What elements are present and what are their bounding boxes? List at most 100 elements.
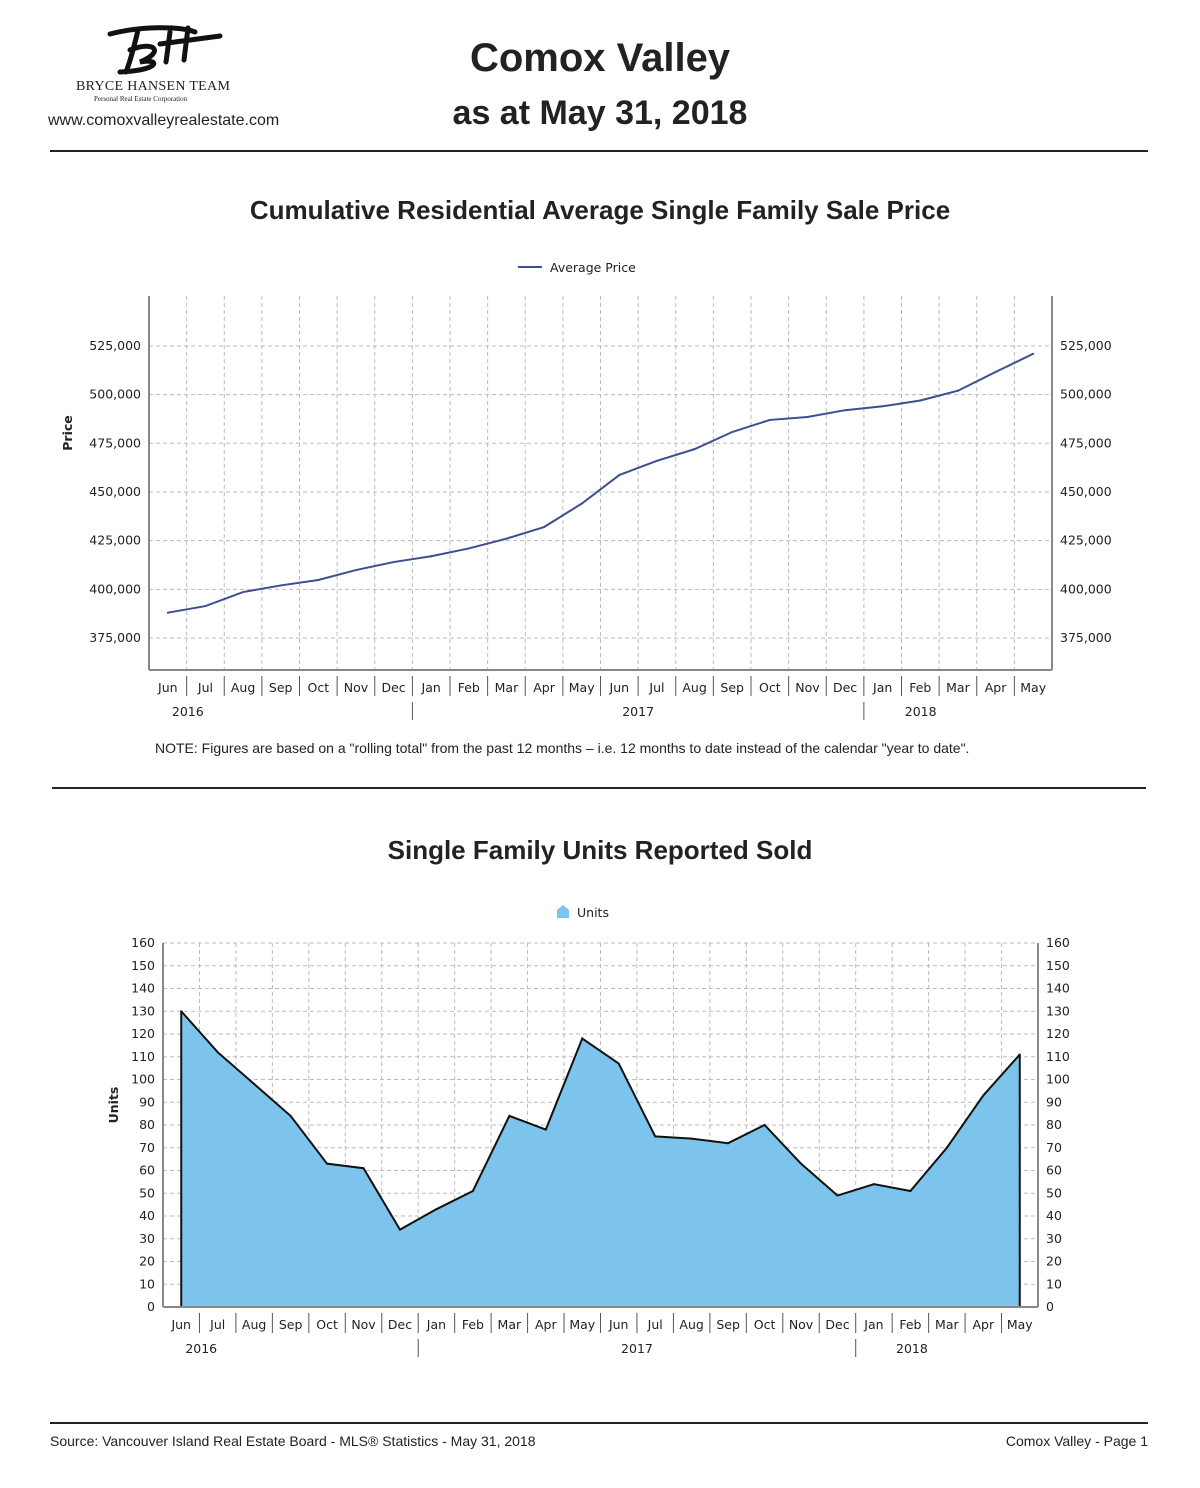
y-tick-label-left: 475,000 <box>89 435 141 450</box>
legend-swatch-icon <box>557 905 569 918</box>
x-tick-label: Aug <box>242 1317 266 1332</box>
data-point <box>392 561 395 564</box>
brand-name: BRYCE HANSEN TEAM <box>76 79 231 94</box>
data-point <box>836 1194 839 1197</box>
y-tick-label-left: 60 <box>139 1163 155 1178</box>
y-tick-label-right: 150 <box>1046 958 1070 973</box>
x-tick-label: Jan <box>863 1317 883 1332</box>
data-point <box>945 1146 948 1149</box>
page-title: Comox Valley <box>469 36 731 80</box>
x-tick-label: Feb <box>462 1317 484 1332</box>
x-tick-label: Dec <box>381 680 405 695</box>
x-tick-label: Sep <box>269 680 293 695</box>
y-tick-label-left: 525,000 <box>89 338 141 353</box>
data-point <box>580 502 583 505</box>
x-tick-label: Mar <box>498 1317 522 1332</box>
y-tick-label-left: 425,000 <box>89 533 141 548</box>
x-tick-label: May <box>569 1317 595 1332</box>
x-tick-label: Jul <box>197 680 213 695</box>
x-tick-label: Aug <box>682 680 706 695</box>
data-point <box>279 584 282 587</box>
data-point <box>806 416 809 419</box>
data-point <box>430 555 433 558</box>
x-tick-label: Aug <box>679 1317 703 1332</box>
y-tick-label-right: 120 <box>1046 1026 1070 1041</box>
y-tick-label-right: 20 <box>1046 1254 1062 1269</box>
year-label: 2018 <box>896 1341 928 1356</box>
page-number: Comox Valley - Page 1 <box>1005 1433 1148 1449</box>
y-tick-label-left: 40 <box>139 1208 155 1223</box>
x-tick-label: Nov <box>351 1317 376 1332</box>
y-tick-label-right: 375,000 <box>1060 630 1112 645</box>
x-tick-label: Apr <box>533 680 555 695</box>
x-tick-label: Jun <box>170 1317 191 1332</box>
x-tick-label: Jan <box>872 680 892 695</box>
legend-label: Units <box>577 905 609 920</box>
chart-note: NOTE: Figures are based on a "rolling to… <box>155 740 970 756</box>
data-point <box>618 474 621 477</box>
data-point <box>166 611 169 614</box>
data-point <box>242 591 245 594</box>
y-tick-label-left: 10 <box>139 1276 155 1291</box>
y-tick-label-left: 70 <box>139 1140 155 1155</box>
brand-subtitle: Personal Real Estate Corporation <box>94 95 188 103</box>
units-line <box>180 1010 1021 1231</box>
y-tick-label-left: 120 <box>131 1026 155 1041</box>
y-tick-label-left: 400,000 <box>89 581 141 596</box>
price-chart: 375,000 375,000 400,000 400,000 425,000 425,0… <box>60 260 1112 720</box>
y-tick-label-right: 30 <box>1046 1231 1062 1246</box>
data-point <box>690 1137 693 1140</box>
year-label: 2016 <box>185 1341 217 1356</box>
y-tick-label-right: 425,000 <box>1060 533 1112 548</box>
y-tick-label-right: 160 <box>1046 935 1070 950</box>
x-tick-label: Jun <box>609 680 630 695</box>
y-tick-label-right: 130 <box>1046 1003 1070 1018</box>
website-link[interactable]: www.comoxvalleyrealestate.com <box>48 112 280 129</box>
y-axis-title: Price <box>60 415 75 451</box>
x-tick-label: Nov <box>795 680 820 695</box>
x-tick-label: Mar <box>495 680 519 695</box>
x-tick-label: Sep <box>720 680 744 695</box>
x-tick-label: Nov <box>344 680 369 695</box>
data-point <box>317 578 320 581</box>
x-tick-label: Jul <box>647 1317 663 1332</box>
data-point <box>994 371 997 374</box>
year-label: 2016 <box>172 704 204 719</box>
divider <box>50 150 1148 152</box>
y-tick-label-right: 525,000 <box>1060 338 1112 353</box>
y-tick-label-left: 90 <box>139 1094 155 1109</box>
x-tick-label: Dec <box>388 1317 412 1332</box>
units-area <box>181 1011 1020 1307</box>
data-point <box>471 1189 474 1192</box>
data-point <box>289 1114 292 1117</box>
x-tick-label: Dec <box>833 680 857 695</box>
y-tick-label-right: 0 <box>1046 1299 1054 1314</box>
y-axis-title: Units <box>106 1087 121 1124</box>
y-tick-label-left: 150 <box>131 958 155 973</box>
x-tick-label: Sep <box>716 1317 740 1332</box>
data-point <box>508 1114 511 1117</box>
y-tick-label-right: 100 <box>1046 1072 1070 1087</box>
x-tick-label: Oct <box>316 1317 338 1332</box>
y-tick-label-left: 450,000 <box>89 484 141 499</box>
x-tick-label: May <box>569 680 595 695</box>
y-tick-label-right: 450,000 <box>1060 484 1112 499</box>
y-tick-label-left: 100 <box>131 1072 155 1087</box>
x-tick-label: Oct <box>308 680 330 695</box>
y-tick-label-left: 20 <box>139 1254 155 1269</box>
price-chart-title: Cumulative Residential Average Single Fa… <box>249 195 951 225</box>
x-tick-label: Aug <box>231 680 255 695</box>
page-subtitle: as at May 31, 2018 <box>452 94 748 132</box>
data-point <box>362 1167 365 1170</box>
y-tick-label-left: 80 <box>139 1117 155 1132</box>
y-tick-label-right: 70 <box>1046 1140 1062 1155</box>
data-point <box>253 1083 256 1086</box>
x-tick-label: Feb <box>458 680 480 695</box>
data-point <box>180 1010 183 1013</box>
data-point <box>204 605 207 608</box>
x-tick-label: Sep <box>279 1317 303 1332</box>
y-tick-label-right: 10 <box>1046 1276 1062 1291</box>
y-tick-label-right: 475,000 <box>1060 435 1112 450</box>
x-tick-label: Jul <box>648 680 664 695</box>
x-tick-label: Dec <box>825 1317 849 1332</box>
